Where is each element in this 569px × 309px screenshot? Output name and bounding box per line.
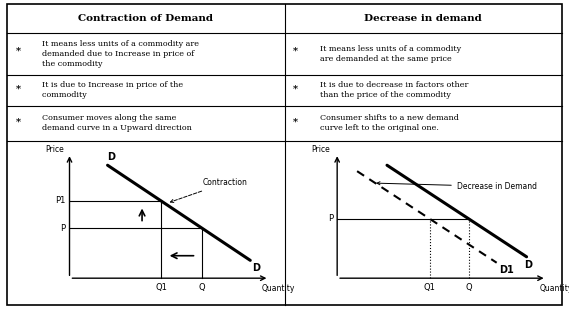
Text: P1: P1	[55, 197, 65, 205]
Text: *: *	[293, 117, 298, 126]
Text: Q1: Q1	[424, 283, 435, 292]
Text: P: P	[328, 214, 333, 223]
Text: *: *	[15, 117, 20, 126]
Text: Q: Q	[199, 283, 205, 292]
Text: *: *	[293, 46, 298, 55]
Text: D1: D1	[498, 265, 513, 275]
Text: It means less units of a commodity
  are demanded at the same price: It means less units of a commodity are d…	[315, 45, 461, 63]
Text: Decrease in demand: Decrease in demand	[365, 14, 482, 23]
Text: It is due to Increase in price of the
  commodity: It is due to Increase in price of the co…	[37, 81, 183, 99]
Text: *: *	[15, 84, 20, 93]
Text: Q: Q	[465, 283, 472, 292]
Text: P: P	[60, 224, 65, 233]
Text: Q1: Q1	[155, 283, 167, 292]
Text: *: *	[293, 84, 298, 93]
Text: Quantity: Quantity	[540, 284, 569, 293]
Text: Price: Price	[45, 145, 64, 154]
Text: Quantity: Quantity	[262, 284, 295, 293]
Text: It means less units of a commodity are
  demanded due to Increase in price of
  : It means less units of a commodity are d…	[37, 40, 199, 68]
Text: Consumer shifts to a new demand
  curve left to the original one.: Consumer shifts to a new demand curve le…	[315, 114, 459, 133]
Text: D: D	[108, 152, 116, 162]
Text: Consumer moves along the same
  demand curve in a Upward direction: Consumer moves along the same demand cur…	[37, 114, 192, 133]
Text: Price: Price	[311, 145, 330, 154]
Text: Contraction of Demand: Contraction of Demand	[78, 14, 213, 23]
Text: *: *	[15, 46, 20, 55]
Text: Contraction: Contraction	[171, 178, 248, 202]
Text: D: D	[525, 260, 533, 270]
Text: D: D	[252, 263, 260, 273]
Text: Decrease in Demand: Decrease in Demand	[377, 182, 537, 191]
Text: It is due to decrease in factors other
  than the price of the commodity: It is due to decrease in factors other t…	[315, 81, 468, 99]
